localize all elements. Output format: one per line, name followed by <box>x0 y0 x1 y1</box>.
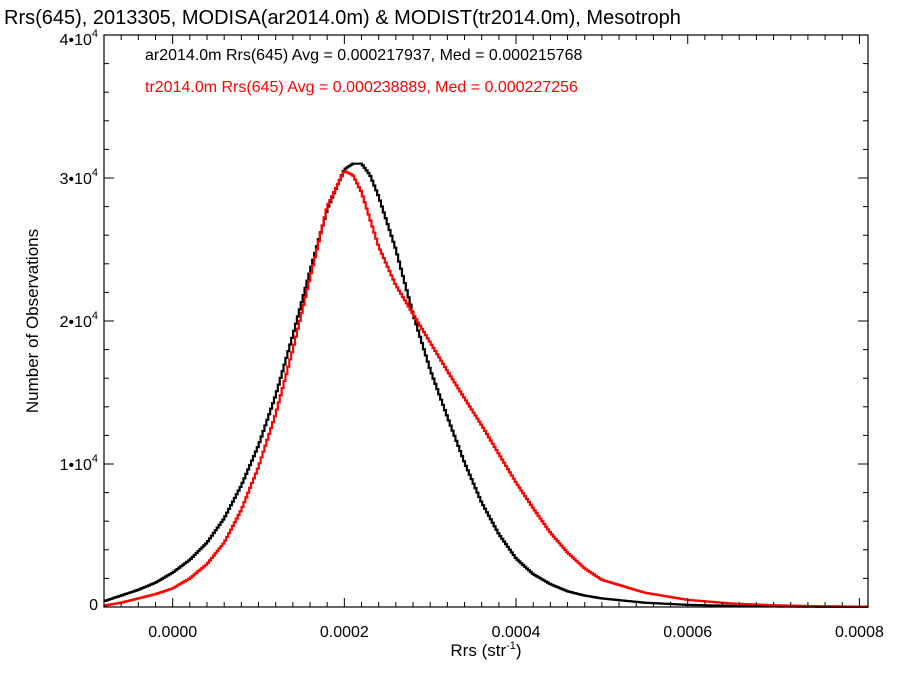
x-tick-labels: 0.0000 0.0002 0.0004 0.0006 0.0008 <box>148 624 884 641</box>
axis-ticks <box>103 34 868 608</box>
chart-title: Rrs(645), 2013305, MODISA(ar2014.0m) & M… <box>4 7 681 29</box>
y-tick-label: 4•104 <box>60 28 98 49</box>
x-tick-label: 0.0008 <box>835 624 884 641</box>
y-tick-label: 3•104 <box>60 167 98 188</box>
plot-frame <box>103 34 869 608</box>
x-tick-label: 0.0006 <box>663 624 712 641</box>
series-line-2 <box>104 170 868 608</box>
y-tick-label: 2•104 <box>60 310 98 331</box>
legend-entry-ar2014: ar2014.0m Rrs(645) Avg = 0.000217937, Me… <box>145 47 582 64</box>
plot-lines <box>104 162 868 608</box>
legend-entry-tr2014: tr2014.0m Rrs(645) Avg = 0.000238889, Me… <box>145 79 578 96</box>
y-axis-label: Number of Observations <box>23 229 42 413</box>
y-tick-label: 1•104 <box>60 453 98 474</box>
y-tick-labels: 0 1•104 2•104 3•104 4•104 <box>60 28 99 614</box>
x-tick-label: 0.0004 <box>492 624 541 641</box>
x-tick-label: 0.0000 <box>148 624 197 641</box>
x-tick-label: 0.0002 <box>320 624 369 641</box>
y-tick-label: 0 <box>89 597 98 614</box>
series-line-1 <box>104 162 868 608</box>
legend: ar2014.0m Rrs(645) Avg = 0.000217937, Me… <box>145 47 582 96</box>
x-axis-label: Rrs (str-1) <box>450 640 521 660</box>
